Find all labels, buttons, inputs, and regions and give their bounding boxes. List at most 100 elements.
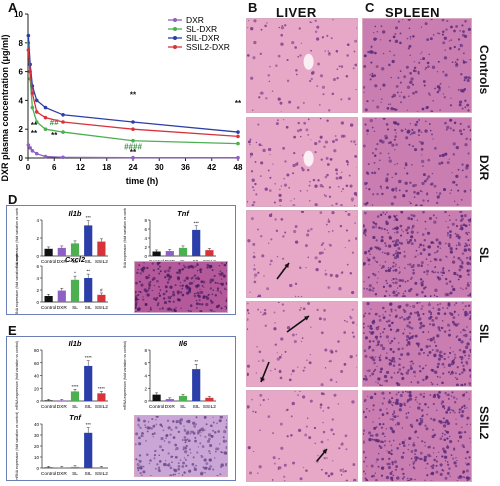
- cell-nucleus: [354, 63, 357, 67]
- cell-nucleus: [340, 272, 343, 275]
- cell-nucleus: [278, 193, 282, 197]
- cell-nucleus: [403, 318, 406, 321]
- cell-nucleus: [185, 444, 188, 448]
- cell-nucleus: [270, 213, 273, 215]
- cell-nucleus: [430, 19, 433, 21]
- cell-nucleus: [350, 197, 355, 201]
- cell-nucleus: [294, 282, 298, 286]
- cell-nucleus: [338, 176, 343, 180]
- cell-nucleus: [375, 118, 377, 120]
- legend-label: SSIL2-DXR: [186, 42, 230, 52]
- cell-nucleus: [366, 370, 368, 372]
- cell-nucleus: [364, 354, 368, 358]
- cell-nucleus: [326, 119, 329, 122]
- cell-nucleus: [259, 429, 261, 432]
- cell-nucleus: [453, 322, 456, 325]
- cell-nucleus: [158, 454, 160, 457]
- cell-nucleus: [459, 435, 463, 439]
- data-point: [43, 127, 48, 131]
- cell-nucleus: [429, 313, 433, 316]
- cell-nucleus: [344, 434, 348, 438]
- cell-nucleus: [469, 437, 471, 440]
- cell-nucleus: [309, 79, 312, 83]
- cell-nucleus: [338, 287, 342, 291]
- cell-nucleus: [345, 75, 349, 78]
- cell-nucleus: [378, 417, 380, 419]
- cell-nucleus: [416, 191, 420, 195]
- cell-nucleus: [170, 428, 173, 432]
- cell-nucleus: [345, 448, 348, 451]
- cell-nucleus: [420, 409, 424, 412]
- cell-nucleus: [342, 470, 345, 473]
- cell-nucleus: [363, 460, 366, 463]
- cell-nucleus: [406, 37, 409, 40]
- cell-nucleus: [159, 294, 162, 297]
- cell-nucleus: [148, 462, 151, 465]
- cell-nucleus: [383, 397, 386, 400]
- cell-nucleus: [390, 376, 393, 379]
- cell-nucleus: [363, 261, 366, 266]
- cell-nucleus: [469, 218, 471, 222]
- cell-nucleus: [371, 464, 374, 466]
- cell-nucleus: [199, 442, 202, 445]
- cell-nucleus: [136, 463, 140, 467]
- cell-nucleus: [364, 473, 367, 475]
- cell-nucleus: [382, 52, 385, 55]
- cell-nucleus: [319, 74, 324, 78]
- cell-nucleus: [247, 318, 249, 321]
- cell-nucleus: [294, 240, 299, 244]
- cell-nucleus: [370, 308, 372, 310]
- cell-nucleus: [137, 268, 139, 271]
- category-label: SIL: [85, 259, 93, 265]
- cell-nucleus: [177, 467, 180, 471]
- cell-nucleus: [466, 342, 470, 346]
- cell-nucleus: [387, 152, 390, 155]
- cell-nucleus: [397, 415, 399, 417]
- cell-nucleus: [167, 426, 171, 430]
- cell-nucleus: [183, 264, 185, 267]
- cell-nucleus: [407, 19, 411, 21]
- cell-nucleus: [370, 45, 373, 48]
- cell-nucleus: [409, 364, 413, 368]
- tissue-background: [247, 211, 357, 297]
- cell-nucleus: [364, 312, 367, 315]
- cell-nucleus: [432, 338, 435, 341]
- data-point: [43, 154, 48, 159]
- cell-nucleus: [412, 461, 416, 464]
- cell-nucleus: [439, 109, 441, 111]
- cell-nucleus: [210, 434, 214, 438]
- cell-nucleus: [385, 179, 389, 183]
- cell-nucleus: [306, 189, 308, 192]
- cell-nucleus: [282, 235, 285, 238]
- cell-nucleus: [393, 215, 397, 218]
- cell-nucleus: [455, 62, 458, 66]
- cell-nucleus: [210, 424, 213, 428]
- cell-nucleus: [395, 465, 399, 468]
- cell-nucleus: [225, 281, 227, 285]
- cell-nucleus: [257, 123, 260, 126]
- cell-nucleus: [463, 476, 466, 479]
- cell-nucleus: [372, 221, 375, 224]
- cell-nucleus: [324, 269, 327, 272]
- series-line-sil-dxr: [27, 35, 239, 133]
- cell-nucleus: [371, 152, 375, 155]
- cell-nucleus: [376, 30, 379, 33]
- cell-nucleus: [387, 451, 391, 454]
- cell-nucleus: [327, 286, 331, 289]
- cell-nucleus: [439, 463, 443, 467]
- cell-nucleus: [451, 61, 454, 64]
- cell-nucleus: [416, 263, 421, 267]
- cell-nucleus: [363, 229, 367, 233]
- cell-nucleus: [148, 311, 150, 312]
- cell-nucleus: [375, 239, 378, 242]
- cell-nucleus: [187, 419, 191, 424]
- liver-tile-3: [246, 210, 358, 298]
- cell-nucleus: [363, 91, 365, 93]
- cell-nucleus: [276, 119, 279, 122]
- cell-nucleus: [400, 353, 404, 357]
- cell-nucleus: [225, 262, 227, 265]
- cell-nucleus: [406, 399, 410, 402]
- cell-nucleus: [310, 77, 313, 81]
- y-tick-label: 10: [14, 10, 23, 19]
- cell-nucleus: [377, 382, 379, 384]
